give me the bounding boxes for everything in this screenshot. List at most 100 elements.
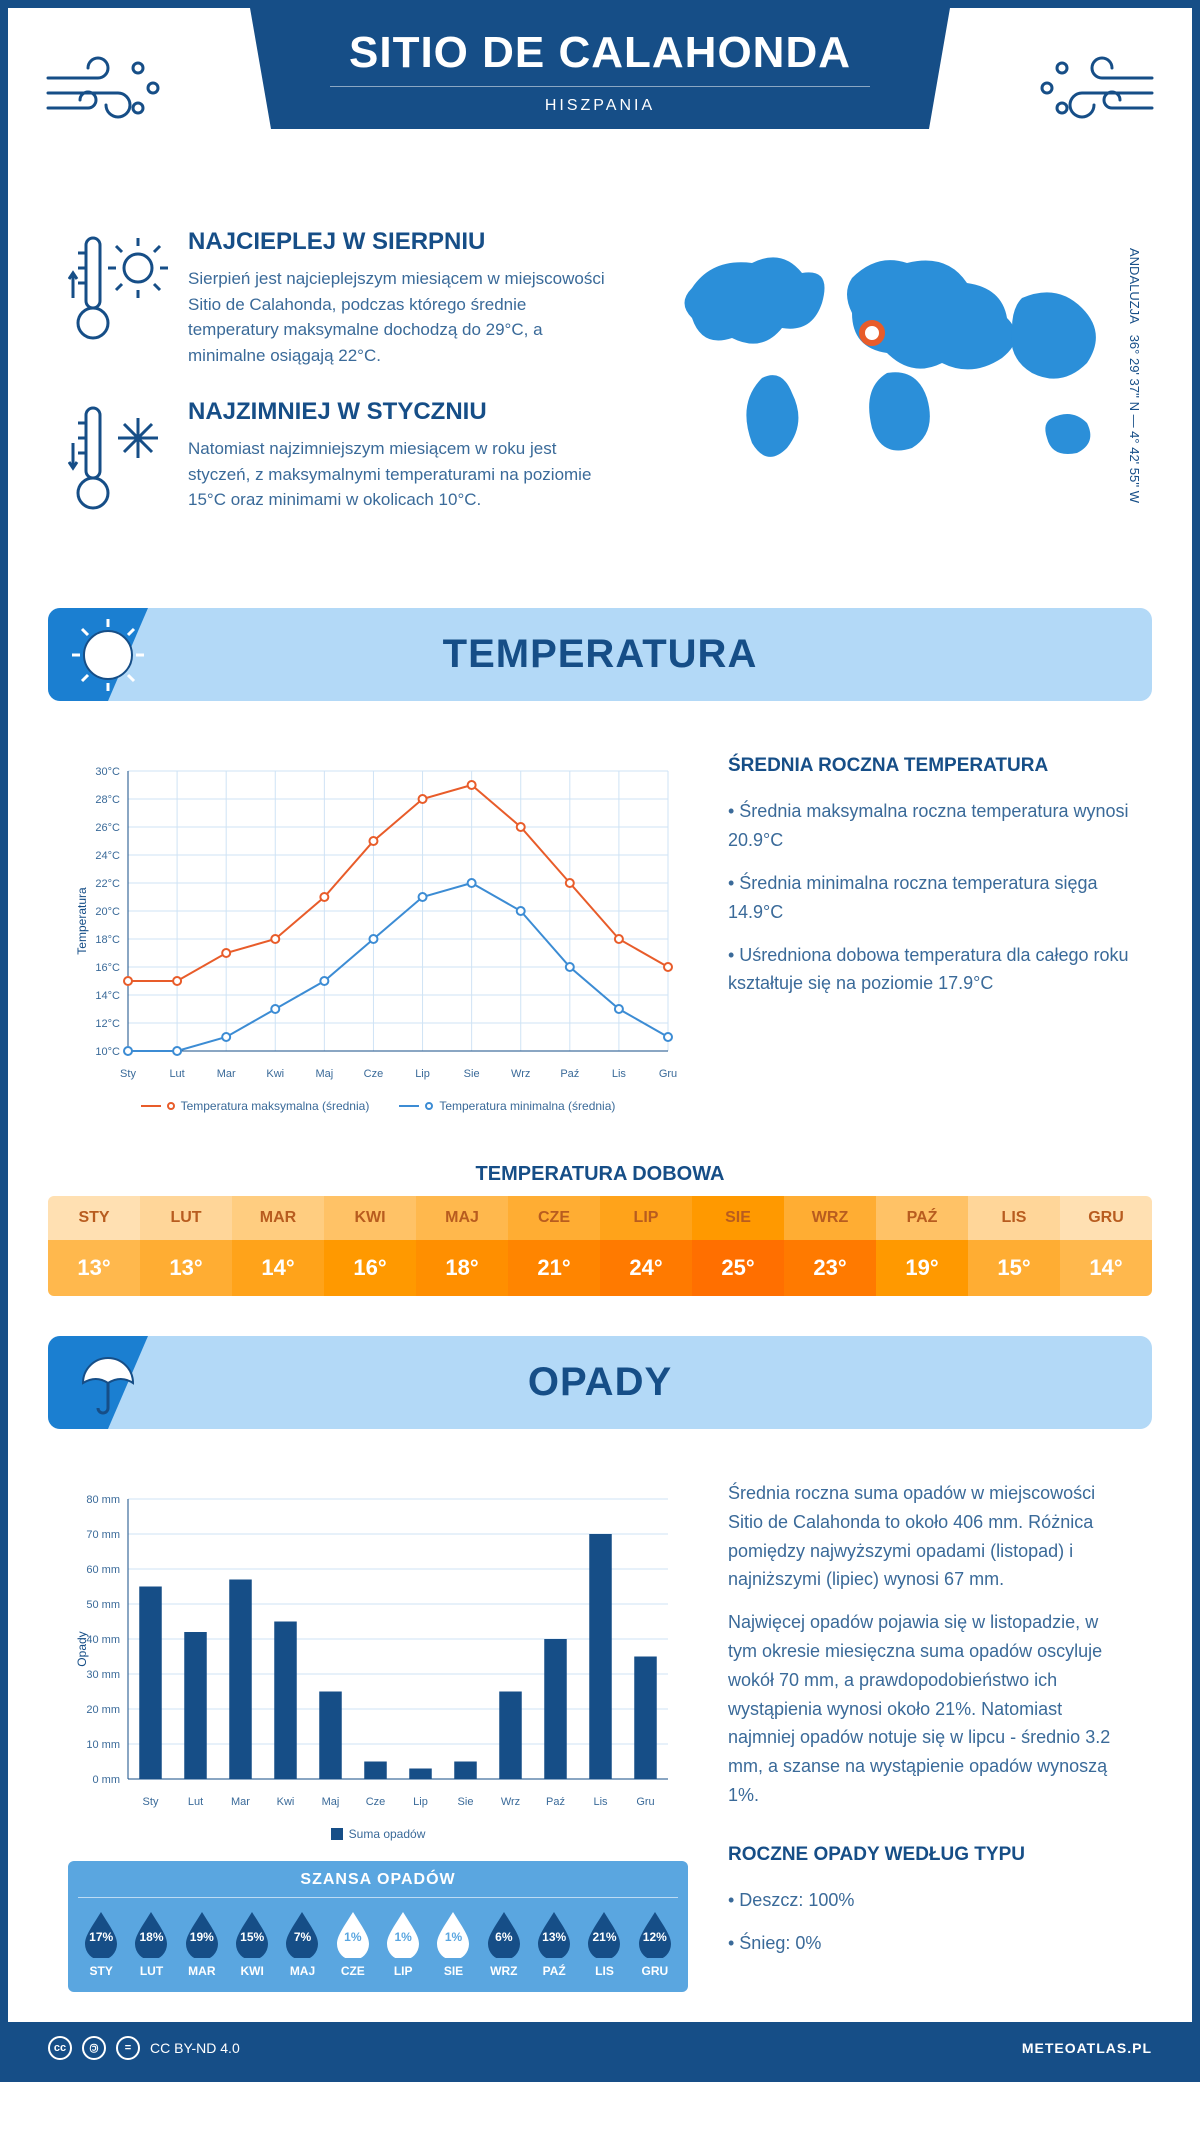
rain-chance-cell: 6% WRZ <box>481 1910 527 1978</box>
svg-text:Kwi: Kwi <box>277 1796 295 1808</box>
temp-table-header: PAŹ <box>876 1196 968 1240</box>
fact-hot-title: NAJCIEPLEJ W SIERPNIU <box>188 228 612 256</box>
cc-icon: cc <box>48 2036 72 2060</box>
fact-cold-text: Natomiast najzimniejszym miesiącem w rok… <box>188 436 612 513</box>
temperature-line-chart: 10°C12°C14°C16°C18°C20°C22°C24°C26°C28°C… <box>68 751 688 1091</box>
section-banner-rain: OPADY <box>48 1336 1152 1429</box>
temp-table-header: LIP <box>600 1196 692 1240</box>
section-title-temperature: TEMPERATURA <box>78 632 1122 677</box>
temp-table-value: 14° <box>1060 1240 1152 1296</box>
svg-text:Mar: Mar <box>231 1796 250 1808</box>
svg-text:Opady: Opady <box>75 1631 89 1666</box>
temp-table-value: 13° <box>48 1240 140 1296</box>
svg-text:Lip: Lip <box>413 1796 428 1808</box>
svg-text:Maj: Maj <box>322 1796 340 1808</box>
rain-chance-cell: 1% LIP <box>380 1910 426 1978</box>
fact-hot-text: Sierpień jest najcieplejszym miesiącem w… <box>188 266 612 368</box>
svg-text:Maj: Maj <box>315 1068 333 1080</box>
svg-text:50 mm: 50 mm <box>86 1599 120 1611</box>
temp-table-header: KWI <box>324 1196 416 1240</box>
intro-section: NAJCIEPLEJ W SIERPNIU Sierpień jest najc… <box>8 188 1192 588</box>
svg-text:Sie: Sie <box>458 1796 474 1808</box>
fact-cold: NAJZIMNIEJ W STYCZNIU Natomiast najzimni… <box>68 398 612 518</box>
rain-type-1: • Deszcz: 100% <box>728 1886 1132 1915</box>
svg-text:40 mm: 40 mm <box>86 1634 120 1646</box>
nd-icon: = <box>116 2036 140 2060</box>
svg-text:Gru: Gru <box>636 1796 654 1808</box>
page-subtitle: HISZPANIA <box>330 86 870 115</box>
thermometer-cold-icon <box>68 398 168 518</box>
temp-table-value: 15° <box>968 1240 1060 1296</box>
temp-table-header: MAJ <box>416 1196 508 1240</box>
svg-text:80 mm: 80 mm <box>86 1494 120 1506</box>
temp-table-header: GRU <box>1060 1196 1152 1240</box>
fact-hot: NAJCIEPLEJ W SIERPNIU Sierpień jest najc… <box>68 228 612 368</box>
thermometer-hot-icon <box>68 228 168 348</box>
fact-cold-title: NAJZIMNIEJ W STYCZNIU <box>188 398 612 426</box>
svg-text:10 mm: 10 mm <box>86 1739 120 1751</box>
svg-text:Paź: Paź <box>546 1796 565 1808</box>
svg-text:30°C: 30°C <box>95 766 120 778</box>
temp-table-header: CZE <box>508 1196 600 1240</box>
rain-chance-box: SZANSA OPADÓW 17% STY 18% LUT 19% MAR 15… <box>68 1861 688 1992</box>
coordinates: ANDALUZJA 36° 29' 37'' N — 4° 42' 55'' W <box>1127 248 1142 503</box>
rain-type-2: • Śnieg: 0% <box>728 1929 1132 1958</box>
temp-table-value: 16° <box>324 1240 416 1296</box>
temperature-stat-2: • Średnia minimalna roczna temperatura s… <box>728 869 1132 927</box>
temperature-legend: Temperatura maksymalna (średnia)Temperat… <box>68 1099 688 1113</box>
temp-table-header: WRZ <box>784 1196 876 1240</box>
temp-table-header: MAR <box>232 1196 324 1240</box>
header: SITIO DE CALAHONDA HISZPANIA <box>8 8 1192 188</box>
svg-text:18°C: 18°C <box>95 934 120 946</box>
svg-text:20°C: 20°C <box>95 906 120 918</box>
rain-chance-cell: 15% KWI <box>229 1910 275 1978</box>
temp-table-value: 13° <box>140 1240 232 1296</box>
svg-text:Sie: Sie <box>464 1068 480 1080</box>
svg-text:20 mm: 20 mm <box>86 1704 120 1716</box>
footer: cc 🄯 = CC BY-ND 4.0 METEOATLAS.PL <box>8 2022 1192 2074</box>
umbrella-icon <box>68 1343 148 1423</box>
temp-table-value: 19° <box>876 1240 968 1296</box>
rain-chance-cell: 17% STY <box>78 1910 124 1978</box>
temp-table-value: 25° <box>692 1240 784 1296</box>
rain-chance-cell: 12% GRU <box>632 1910 678 1978</box>
svg-text:24°C: 24°C <box>95 850 120 862</box>
svg-text:Cze: Cze <box>364 1068 384 1080</box>
rain-chance-title: SZANSA OPADÓW <box>78 1871 678 1898</box>
temperature-stats: ŚREDNIA ROCZNA TEMPERATURA • Średnia mak… <box>728 751 1132 1113</box>
temp-table-value: 21° <box>508 1240 600 1296</box>
svg-text:28°C: 28°C <box>95 794 120 806</box>
temp-table-value: 18° <box>416 1240 508 1296</box>
temp-table-value: 14° <box>232 1240 324 1296</box>
svg-text:Lip: Lip <box>415 1068 430 1080</box>
svg-text:Mar: Mar <box>217 1068 236 1080</box>
section-banner-temperature: TEMPERATURA <box>48 608 1152 701</box>
world-map <box>652 228 1132 488</box>
svg-text:Cze: Cze <box>366 1796 386 1808</box>
svg-text:26°C: 26°C <box>95 822 120 834</box>
svg-text:Sty: Sty <box>120 1068 136 1080</box>
svg-text:30 mm: 30 mm <box>86 1669 120 1681</box>
site-name: METEOATLAS.PL <box>1022 2040 1152 2056</box>
daily-temp-title: TEMPERATURA DOBOWA <box>8 1163 1192 1186</box>
svg-text:Lis: Lis <box>593 1796 608 1808</box>
svg-text:14°C: 14°C <box>95 990 120 1002</box>
temp-table-header: LIS <box>968 1196 1060 1240</box>
svg-text:10°C: 10°C <box>95 1046 120 1058</box>
rain-chance-cell: 21% LIS <box>581 1910 627 1978</box>
temp-table-value: 23° <box>784 1240 876 1296</box>
svg-text:Lut: Lut <box>169 1068 184 1080</box>
rain-chance-cell: 13% PAŹ <box>531 1910 577 1978</box>
rain-chance-drops: 17% STY 18% LUT 19% MAR 15% KWI 7% MAJ <box>78 1910 678 1978</box>
svg-text:0 mm: 0 mm <box>93 1774 121 1786</box>
sun-icon <box>68 615 148 695</box>
temp-table-header: STY <box>48 1196 140 1240</box>
rain-chance-cell: 7% MAJ <box>279 1910 325 1978</box>
temperature-stat-1: • Średnia maksymalna roczna temperatura … <box>728 797 1132 855</box>
temp-table-header: SIE <box>692 1196 784 1240</box>
svg-text:Lis: Lis <box>612 1068 627 1080</box>
page-title: SITIO DE CALAHONDA <box>330 28 870 78</box>
svg-text:16°C: 16°C <box>95 962 120 974</box>
temperature-stats-heading: ŚREDNIA ROCZNA TEMPERATURA <box>728 751 1132 781</box>
rain-chance-cell: 1% CZE <box>330 1910 376 1978</box>
